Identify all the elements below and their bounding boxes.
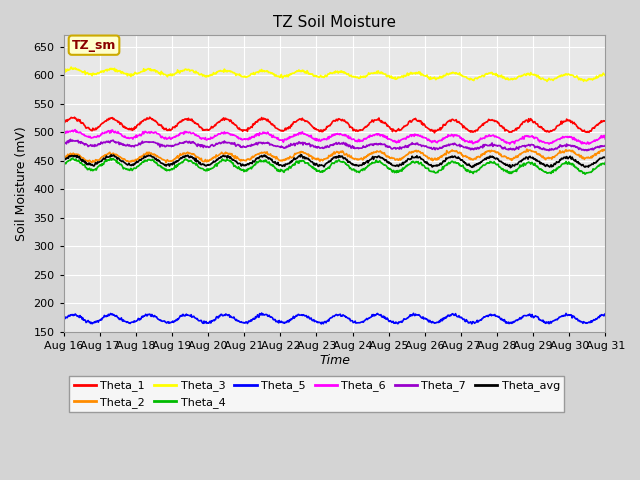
Theta_7 bbox=[389, 145, 397, 151]
Theta_3 bbox=[389, 75, 397, 81]
Theta_6 bbox=[406, 133, 413, 139]
Theta_6 bbox=[471, 140, 479, 145]
Line: Theta_3: Theta_3 bbox=[64, 67, 605, 82]
Theta_6 bbox=[72, 127, 79, 132]
Theta_4 bbox=[406, 161, 413, 167]
Theta_1 bbox=[93, 125, 100, 131]
Theta_4 bbox=[94, 164, 102, 170]
Theta_2 bbox=[60, 154, 68, 160]
Theta_avg bbox=[93, 161, 100, 167]
Line: Theta_1: Theta_1 bbox=[64, 117, 605, 133]
Theta_4 bbox=[527, 161, 534, 167]
Theta_3 bbox=[543, 79, 551, 84]
Theta_2 bbox=[527, 148, 535, 154]
Theta_avg bbox=[527, 155, 535, 161]
Theta_1 bbox=[146, 114, 154, 120]
Theta_1 bbox=[431, 130, 438, 136]
Theta_avg bbox=[471, 162, 479, 168]
Theta_5 bbox=[406, 312, 414, 318]
Line: Theta_avg: Theta_avg bbox=[64, 155, 605, 168]
Theta_6 bbox=[527, 133, 535, 139]
Theta_3 bbox=[602, 73, 609, 79]
X-axis label: Time: Time bbox=[319, 354, 350, 367]
Theta_avg bbox=[297, 152, 305, 157]
Line: Theta_4: Theta_4 bbox=[64, 158, 605, 174]
Theta_avg bbox=[406, 156, 413, 162]
Line: Theta_6: Theta_6 bbox=[64, 130, 605, 144]
Theta_6 bbox=[389, 139, 397, 144]
Theta_avg bbox=[602, 154, 609, 159]
Theta_5 bbox=[60, 316, 68, 322]
Theta_1 bbox=[375, 115, 383, 121]
Theta_2 bbox=[471, 156, 479, 161]
Theta_6 bbox=[375, 132, 383, 137]
Theta_4 bbox=[375, 159, 383, 165]
Theta_5 bbox=[390, 320, 397, 326]
Text: TZ_sm: TZ_sm bbox=[72, 39, 116, 52]
Theta_7 bbox=[94, 142, 102, 147]
Theta_4 bbox=[602, 159, 609, 165]
Line: Theta_2: Theta_2 bbox=[64, 149, 605, 163]
Theta_7 bbox=[527, 142, 534, 148]
Theta_5 bbox=[93, 318, 100, 324]
Theta_2 bbox=[602, 147, 609, 153]
Theta_7 bbox=[406, 143, 413, 148]
Theta_3 bbox=[527, 70, 534, 75]
Theta_7 bbox=[67, 136, 74, 142]
Line: Theta_5: Theta_5 bbox=[64, 313, 605, 324]
Theta_3 bbox=[60, 69, 68, 74]
Theta_7 bbox=[471, 145, 479, 151]
Theta_6 bbox=[506, 141, 513, 147]
Theta_1 bbox=[472, 127, 480, 133]
Theta_3 bbox=[375, 70, 383, 75]
Theta_2 bbox=[375, 149, 383, 155]
Theta_4 bbox=[389, 168, 397, 173]
Theta_5 bbox=[376, 312, 383, 318]
Theta_4 bbox=[581, 171, 589, 177]
Theta_2 bbox=[93, 157, 100, 163]
Theta_2 bbox=[162, 160, 170, 166]
Theta_avg bbox=[375, 153, 383, 159]
Theta_avg bbox=[389, 163, 397, 168]
Theta_2 bbox=[389, 156, 397, 161]
Theta_avg bbox=[507, 165, 515, 170]
Theta_2 bbox=[523, 146, 531, 152]
Theta_1 bbox=[406, 119, 413, 124]
Theta_5 bbox=[472, 319, 480, 325]
Theta_2 bbox=[406, 149, 413, 155]
Line: Theta_7: Theta_7 bbox=[64, 139, 605, 151]
Theta_4 bbox=[471, 169, 479, 175]
Theta_1 bbox=[527, 117, 535, 123]
Title: TZ Soil Moisture: TZ Soil Moisture bbox=[273, 15, 396, 30]
Theta_5 bbox=[317, 321, 325, 327]
Y-axis label: Soil Moisture (mV): Soil Moisture (mV) bbox=[15, 126, 28, 241]
Theta_6 bbox=[602, 136, 609, 142]
Theta_3 bbox=[67, 64, 75, 70]
Theta_5 bbox=[527, 314, 535, 320]
Theta_avg bbox=[60, 156, 68, 162]
Theta_4 bbox=[60, 160, 68, 166]
Theta_7 bbox=[545, 148, 553, 154]
Theta_1 bbox=[389, 126, 397, 132]
Theta_5 bbox=[602, 311, 609, 317]
Theta_7 bbox=[60, 141, 68, 146]
Theta_3 bbox=[406, 71, 413, 76]
Theta_7 bbox=[375, 141, 383, 146]
Theta_1 bbox=[60, 120, 68, 125]
Theta_5 bbox=[258, 310, 266, 316]
Legend: Theta_1, Theta_2, Theta_3, Theta_4, Theta_5, Theta_6, Theta_7, Theta_avg: Theta_1, Theta_2, Theta_3, Theta_4, Thet… bbox=[69, 376, 564, 412]
Theta_7 bbox=[602, 143, 609, 148]
Theta_6 bbox=[94, 132, 102, 138]
Theta_3 bbox=[471, 75, 479, 81]
Theta_1 bbox=[602, 118, 609, 124]
Theta_4 bbox=[68, 155, 76, 161]
Theta_3 bbox=[94, 70, 102, 76]
Theta_6 bbox=[60, 131, 68, 137]
